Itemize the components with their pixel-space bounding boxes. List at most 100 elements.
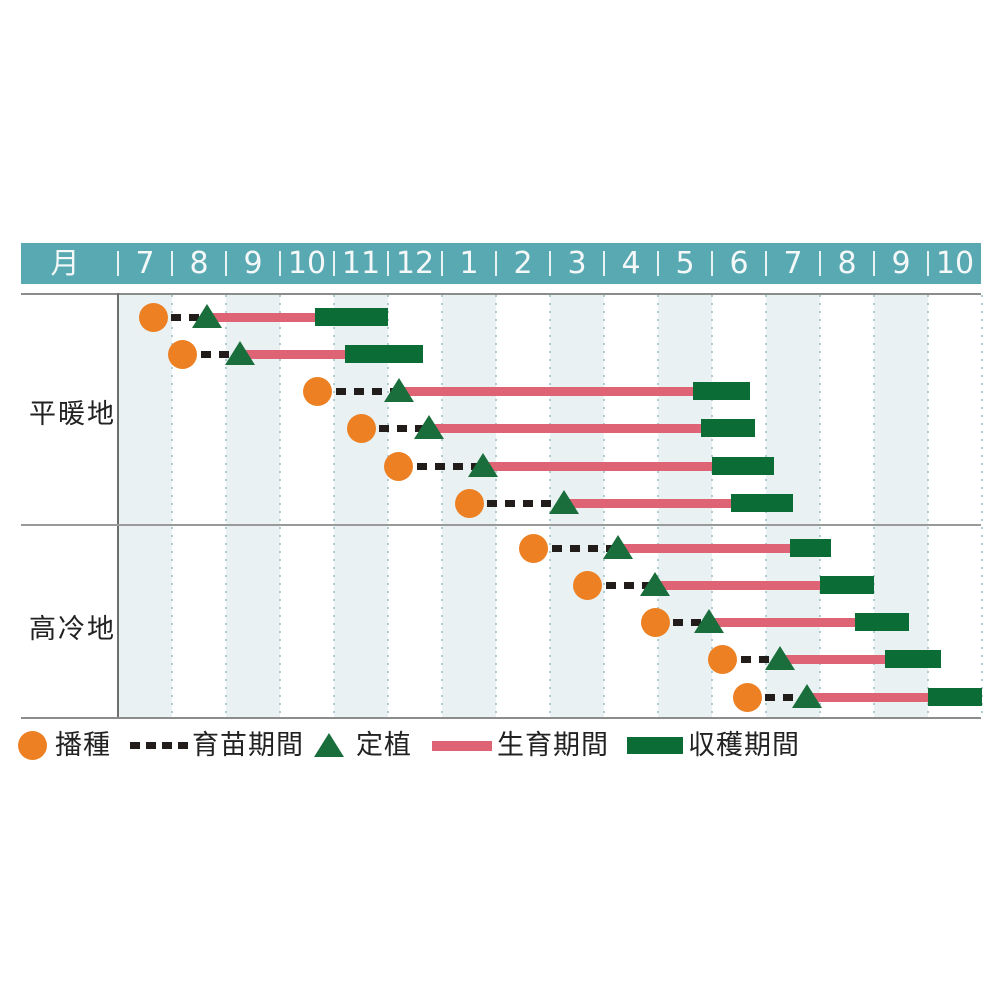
month-divider bbox=[873, 251, 875, 276]
month-label: 4 bbox=[621, 246, 641, 281]
month-axis-title: 月 bbox=[50, 246, 82, 280]
harvest-period-bar bbox=[820, 576, 874, 594]
month-divider bbox=[657, 251, 659, 276]
month-gridline bbox=[333, 295, 335, 718]
section-label-warm-region: 平暖地 bbox=[29, 399, 116, 430]
sow-marker bbox=[708, 644, 738, 674]
sow-marker bbox=[346, 413, 376, 443]
month-gridline bbox=[927, 295, 929, 718]
harvest-bar-icon bbox=[627, 737, 683, 754]
nursery-period-line bbox=[398, 462, 483, 470]
transplant-marker bbox=[764, 646, 795, 670]
growth-period-bar bbox=[709, 617, 856, 627]
month-label: 9 bbox=[243, 246, 263, 281]
harvest-period-bar bbox=[701, 419, 756, 437]
month-label: 12 bbox=[395, 246, 435, 281]
nursery-period-line bbox=[587, 581, 656, 589]
month-stripe bbox=[118, 295, 172, 718]
month-label: 1 bbox=[459, 246, 479, 281]
nursery-period-line bbox=[153, 313, 208, 321]
sow-marker bbox=[384, 451, 414, 481]
sow-marker bbox=[454, 488, 484, 518]
growth-period-bar bbox=[428, 423, 702, 433]
month-axis-header: 月 7 8 9 10 11 12 1 2 3 4 5 6 7 8 9 10 bbox=[21, 243, 981, 284]
nursery-period-line bbox=[533, 544, 618, 552]
harvest-period-bar bbox=[928, 688, 982, 706]
month-divider bbox=[711, 251, 713, 276]
nursery-period-line bbox=[747, 693, 807, 701]
month-divider bbox=[603, 251, 605, 276]
harvest-period-bar bbox=[884, 650, 942, 668]
month-stripe bbox=[226, 295, 280, 718]
chart-left-axis-line bbox=[117, 293, 119, 719]
legend-label-harvest-period: 収穫期間 bbox=[688, 730, 800, 761]
month-label: 10 bbox=[287, 246, 327, 281]
month-divider bbox=[225, 251, 227, 276]
month-gridline bbox=[819, 295, 821, 718]
harvest-period-bar bbox=[712, 457, 775, 475]
growth-period-bar bbox=[207, 312, 316, 322]
month-divider bbox=[927, 251, 929, 276]
nursery-period-line bbox=[317, 387, 399, 395]
sow-marker bbox=[573, 570, 603, 600]
legend-label-nursery-period: 育苗期間 bbox=[192, 730, 304, 761]
month-divider bbox=[387, 251, 389, 276]
month-divider bbox=[441, 251, 443, 276]
nursery-period-line bbox=[469, 499, 564, 507]
transplant-marker bbox=[383, 378, 414, 402]
growth-period-bar bbox=[655, 580, 820, 590]
month-divider bbox=[117, 251, 119, 276]
transplant-marker bbox=[694, 609, 725, 633]
month-gridline bbox=[279, 295, 281, 718]
month-gridline bbox=[171, 295, 173, 718]
growth-period-bar bbox=[398, 386, 694, 396]
month-label: 9 bbox=[891, 246, 911, 281]
growth-period-bar bbox=[779, 654, 885, 664]
month-divider bbox=[333, 251, 335, 276]
month-label: 10 bbox=[935, 246, 975, 281]
transplant-marker bbox=[467, 453, 498, 477]
sow-circle-icon bbox=[18, 731, 47, 760]
sow-marker bbox=[303, 376, 333, 406]
transplant-marker bbox=[548, 490, 579, 514]
month-gridline bbox=[495, 295, 497, 718]
harvest-period-bar bbox=[730, 494, 793, 512]
month-gridline bbox=[387, 295, 389, 718]
harvest-period-bar bbox=[693, 382, 750, 400]
harvest-period-bar bbox=[315, 308, 388, 326]
month-label: 7 bbox=[135, 246, 155, 281]
month-label: 8 bbox=[837, 246, 857, 281]
month-label: 8 bbox=[189, 246, 209, 281]
transplant-marker bbox=[413, 415, 444, 439]
harvest-period-bar bbox=[855, 613, 910, 631]
sow-marker bbox=[168, 339, 198, 369]
month-divider bbox=[495, 251, 497, 276]
month-divider bbox=[765, 251, 767, 276]
sow-marker bbox=[640, 607, 670, 637]
month-label: 11 bbox=[341, 246, 381, 281]
transplant-marker bbox=[224, 341, 255, 365]
sow-marker bbox=[519, 533, 549, 563]
growth-period-bar bbox=[806, 692, 928, 702]
month-stripe bbox=[874, 295, 928, 718]
transplant-marker bbox=[602, 535, 633, 559]
month-label: 7 bbox=[783, 246, 803, 281]
growth-period-bar bbox=[239, 349, 345, 359]
legend-label-growth-period: 生育期間 bbox=[497, 730, 609, 761]
chart-bottom-border bbox=[21, 717, 981, 719]
month-label: 5 bbox=[675, 246, 695, 281]
nursery-dash-icon bbox=[130, 742, 188, 749]
transplant-marker bbox=[640, 572, 671, 596]
sow-marker bbox=[732, 682, 762, 712]
transplant-triangle-icon bbox=[314, 733, 344, 757]
growth-period-bar bbox=[482, 461, 712, 471]
sow-marker bbox=[138, 302, 168, 332]
month-label: 2 bbox=[513, 246, 533, 281]
nursery-period-line bbox=[655, 618, 710, 626]
month-divider bbox=[171, 251, 173, 276]
nursery-period-line bbox=[182, 350, 240, 358]
transplant-marker bbox=[192, 304, 223, 328]
month-label: 6 bbox=[729, 246, 749, 281]
legend-label-sow: 播種 bbox=[55, 730, 111, 761]
